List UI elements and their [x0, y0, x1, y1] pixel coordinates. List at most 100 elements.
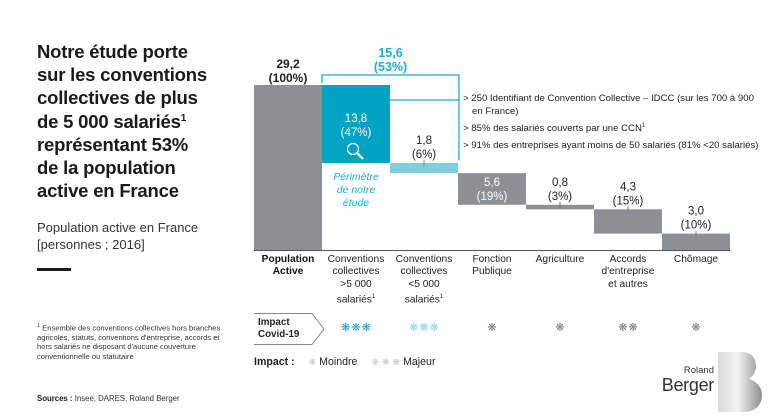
category-label-line: salariés1	[404, 294, 444, 306]
annotation-line: étude	[343, 197, 369, 209]
snowflake-icon: ❋	[618, 322, 628, 334]
magnifier-lens	[346, 142, 360, 156]
category-label: Conventions collectives >5 000 salariés1	[318, 254, 394, 307]
logo-b-mark-icon	[718, 352, 762, 412]
headline-line: sur les conventions	[37, 64, 207, 86]
magnifier-icon	[346, 142, 364, 160]
category-label-line: Active	[272, 266, 304, 278]
divider	[37, 268, 71, 271]
data-label-pct: (3%)	[548, 191, 572, 203]
subtitle-line: [personnes ; 2016]	[37, 236, 145, 252]
subtitle-line: Population active en France	[37, 220, 199, 235]
bullet-item: > 91% des entreprises ayant moins de 50 …	[463, 138, 763, 152]
headline-line: collectives de plus	[37, 87, 198, 109]
headline-line: de 5 000 salariés1	[37, 110, 237, 133]
headline-line: de la population	[37, 157, 176, 179]
bullet-text: > 85% des salariés couverts par une CCN	[463, 123, 642, 135]
annotation-line: de notre	[337, 184, 376, 196]
headline-line: représentant 53%	[37, 133, 189, 155]
category-label-line: Conventions	[327, 254, 385, 265]
headline-line-text: de 5 000 salariés	[37, 110, 181, 132]
scope-bullets: > 250 Identifiant de Convention Collecti…	[463, 93, 763, 154]
data-label-pct: (47%)	[341, 127, 372, 139]
legend-title: Impact :	[254, 356, 295, 368]
bar-2	[390, 162, 458, 174]
covid-impact-indicator: ❋	[458, 321, 526, 335]
sources: Sources : Insee, DARES, Roland Berger	[37, 394, 180, 403]
category-label-line: <5 000	[408, 278, 440, 290]
footnote-marker: 1	[371, 294, 376, 301]
snowflake-icon: ❋	[361, 322, 371, 334]
snowflake-icon: ❋	[419, 322, 429, 334]
footnote-marker: 1	[641, 123, 646, 129]
data-label-pct: (15%)	[613, 195, 644, 207]
data-label-value: 5,6	[484, 177, 500, 189]
category-label-line: Agriculture	[535, 254, 585, 265]
bullet-text: > 250 Identifiant de Convention Collecti…	[463, 93, 754, 118]
data-label-pct: (6%)	[412, 149, 436, 161]
logo-text-berger: Berger	[661, 375, 715, 395]
category-label-line: Accords	[609, 254, 647, 265]
arrow-tag-shape	[254, 313, 325, 345]
category-label: Population Active	[250, 254, 326, 279]
snowflake-icon: ❋	[691, 322, 701, 334]
snowflake-icon: ❋	[382, 356, 390, 367]
impact-legend: Impact : ❋ Moindre ❋ ❋ ❋ Majeur	[254, 356, 449, 368]
covid-impact-indicator: ❋	[662, 321, 730, 335]
category-label: Fonction Publique	[454, 254, 530, 279]
legend-minor-label: Moindre	[319, 356, 358, 368]
chart-subtitle: Population active en France [personnes ;…	[37, 220, 237, 253]
category-label: Accords d'entreprise et autres	[590, 254, 666, 291]
category-label-line: collectives	[332, 266, 380, 278]
bullet-text: > 91% des entreprises ayant moins de 50 …	[463, 139, 759, 151]
covid-tag-line: Covid-19	[258, 328, 300, 340]
category-label-line: Fonction	[472, 254, 512, 265]
snowflake-icon: ❋	[487, 322, 497, 334]
headline-line: Notre étude porte	[37, 41, 188, 62]
bar-3	[458, 173, 526, 205]
sources-label: Sources :	[37, 394, 73, 403]
data-label-value: 3,0	[688, 206, 704, 218]
footnote-text: Ensemble des conventions collectives hor…	[37, 323, 221, 361]
bullet-item: > 85% des salariés couverts par une CCN1	[463, 121, 763, 135]
footnote-marker: 1	[37, 323, 41, 329]
data-label-value: 4,3	[620, 181, 636, 193]
footnote: 1 Ensemble des conventions collectives h…	[37, 322, 227, 361]
magnifier-handle	[356, 152, 364, 160]
snowflake-icon: ❋	[628, 322, 638, 334]
covid-tag-label: Impact Covid-19	[258, 317, 299, 340]
covid-impact-indicator: ❋ ❋ ❋	[322, 321, 390, 335]
category-label-line: salariés1	[336, 294, 376, 306]
footnote-marker: 1	[439, 294, 444, 301]
covid-tag-line: Impact	[258, 317, 290, 328]
bracket-value-label: 15,6	[378, 46, 402, 60]
category-label-line: Conventions	[395, 254, 453, 265]
category-label-line: d'entreprise	[601, 266, 655, 278]
covid-impact-indicator: ❋	[526, 321, 594, 335]
covid-impact-indicator: ❋ ❋ ❋	[390, 321, 458, 335]
category-label-line: Chômage	[673, 254, 719, 265]
data-label-value: 0,8	[552, 177, 568, 189]
category-label-line: Publique	[472, 266, 512, 278]
headline: Notre étude porte sur les conventions co…	[37, 40, 237, 202]
category-label: Chômage	[658, 254, 734, 266]
snowflake-icon: ❋	[308, 356, 317, 367]
snowflake-icon: ❋	[409, 322, 419, 334]
data-label-pct: (10%)	[681, 220, 712, 232]
data-label-value: 29,2	[276, 57, 300, 71]
data-label-pct: (19%)	[477, 191, 508, 203]
bar-6	[662, 233, 730, 251]
bar-1	[322, 85, 390, 163]
bar-0	[254, 85, 322, 250]
footnote-marker: 1	[180, 112, 187, 124]
category-label-line: Population	[261, 254, 315, 265]
scope-bracket	[321, 74, 460, 160]
snowflake-icon: ❋	[341, 322, 351, 334]
legend-major-label: Majeur	[403, 356, 436, 368]
annotation-line: Périmètre	[333, 171, 379, 183]
snowflake-icon: ❋	[351, 322, 361, 334]
covid-impact-tag: Impact Covid-19	[254, 313, 326, 345]
bar-5	[594, 209, 662, 234]
sources-text: Insee, DARES, Roland Berger	[72, 394, 180, 403]
snowflake-icon: ❋	[392, 356, 401, 367]
